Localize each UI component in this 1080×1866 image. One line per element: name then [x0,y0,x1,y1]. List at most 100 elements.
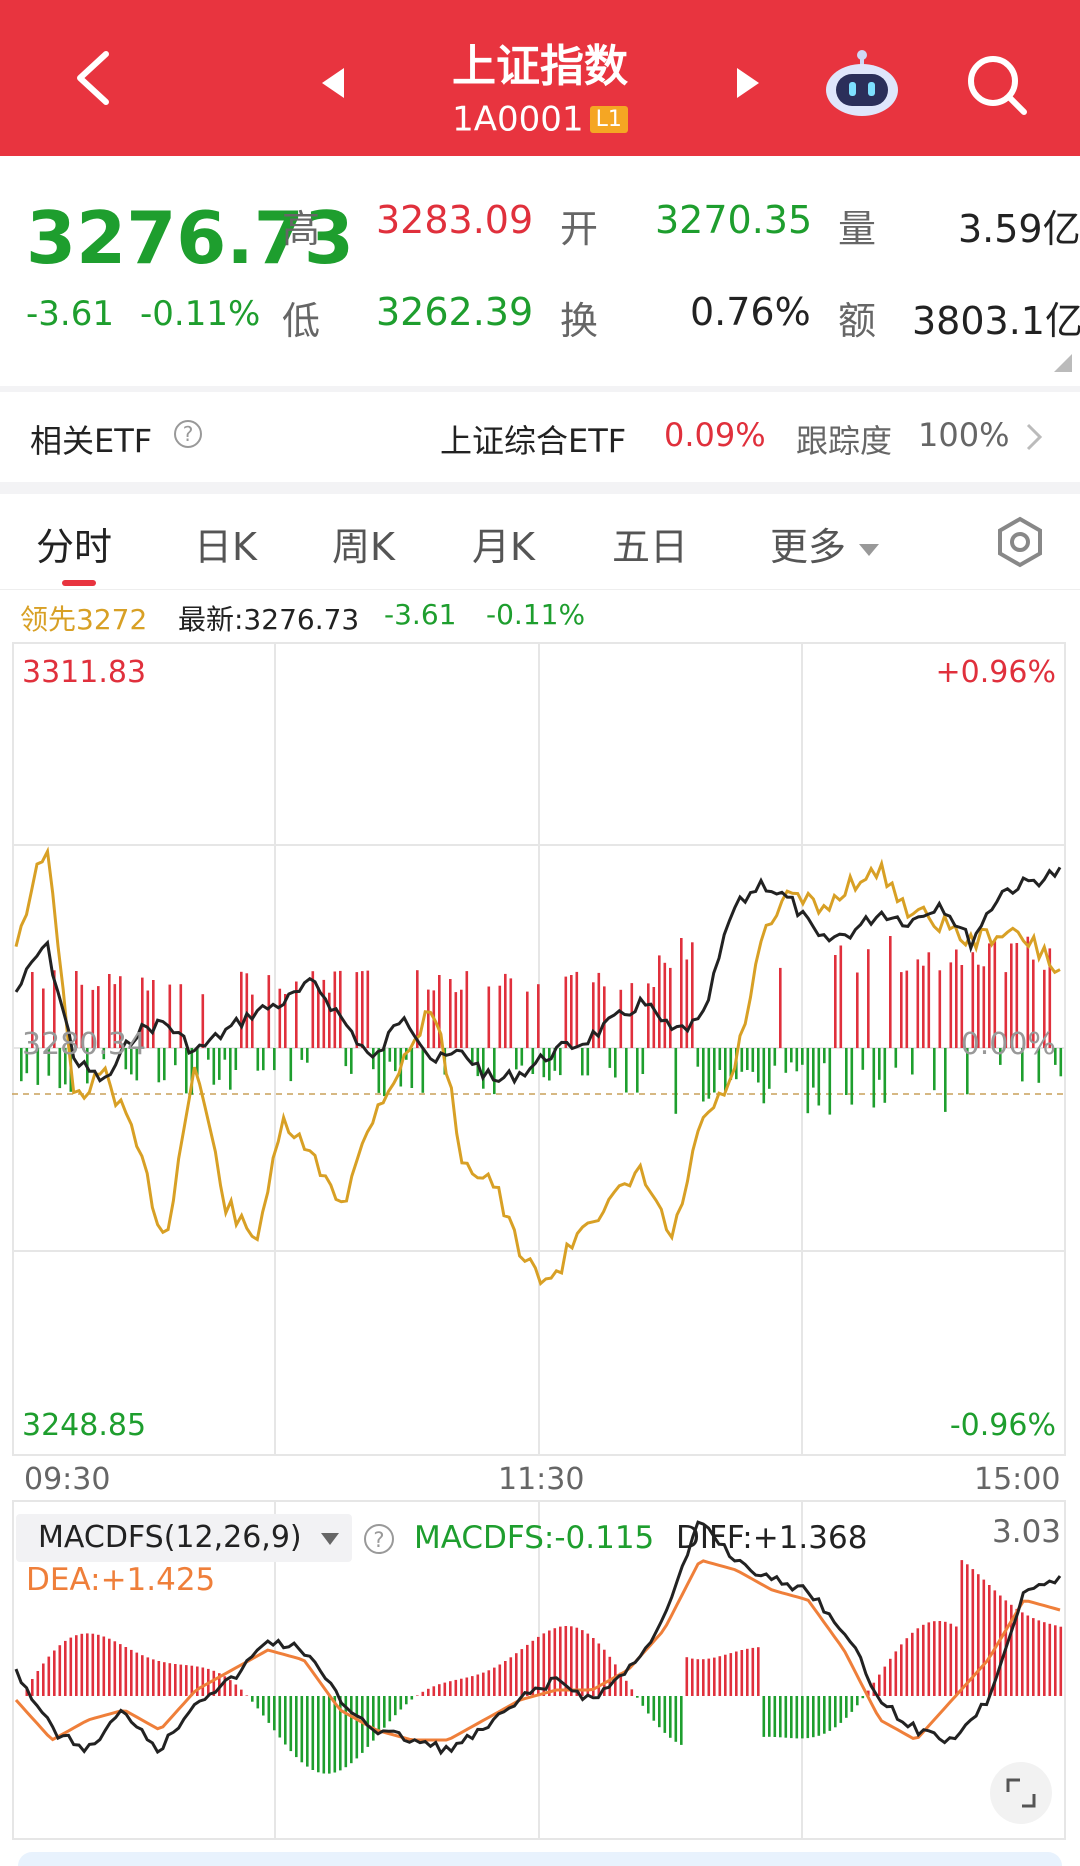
macd-bar [69,1637,73,1696]
macd-bar [630,1689,634,1696]
pct-max-label: +0.96% [936,655,1056,690]
macd-bar [625,1680,628,1696]
tab-monthly-k[interactable]: 月K [472,525,535,569]
macd-bar [454,1679,458,1696]
flow-bar [707,1048,711,1099]
macd-bar [295,1696,298,1758]
back-icon[interactable] [70,48,120,108]
macd-bar [564,1626,568,1696]
flow-bar [124,1048,128,1070]
amount-label: 额 [838,299,877,343]
flow-bar [641,1048,645,1074]
macd-bar [905,1638,909,1696]
indicator-selector[interactable]: MACDFS(12,26,9) [16,1514,352,1562]
flow-bar [592,982,595,1048]
latest-change: -3.61 [384,598,457,631]
flow-bar [905,970,909,1048]
flow-bar [157,1048,161,1083]
macd-bar [108,1638,111,1696]
next-stock-icon[interactable] [735,66,761,100]
macd-bar [784,1696,788,1738]
flow-bar [498,985,502,1048]
help-icon[interactable]: ? [362,1522,396,1556]
macd-bar [751,1647,755,1696]
macd-bar [823,1696,826,1734]
help-icon[interactable]: ? [172,418,204,450]
settings-icon[interactable] [994,516,1046,568]
macd-bar [196,1666,199,1696]
tab-daily-k[interactable]: 日K [194,525,257,569]
macd-bar [707,1658,711,1696]
tab-weekly-k[interactable]: 周K [332,525,395,569]
macd-bar [988,1585,991,1696]
flow-bar [344,1048,348,1067]
tab-intraday[interactable]: 分时 [36,525,113,569]
flow-bar [960,965,964,1048]
macd-bar [361,1696,364,1753]
divider [0,386,1080,392]
macd-bar [212,1670,216,1696]
tab-more-label: 更多 [770,525,847,569]
intraday-chart[interactable]: 3280.34 0.00% 3311.83 +0.96% 3248.85 -0.… [12,642,1066,1456]
low-label: 低 [282,299,321,343]
flow-bar [966,1048,969,1095]
flow-bar [471,1048,474,1063]
tab-five-day[interactable]: 五日 [612,525,689,569]
flow-bar [80,984,84,1048]
macd-bar [273,1696,276,1731]
macd-bar [592,1638,595,1696]
fullscreen-button[interactable] [990,1762,1052,1824]
time-label-end: 15:00 [974,1462,1061,1497]
open-label: 开 [560,207,599,251]
flow-bar [454,992,458,1048]
flow-bar [47,1048,51,1076]
tab-more[interactable]: 更多 [770,516,880,571]
pct-min-label: -0.96% [950,1408,1056,1443]
macd-bar [713,1657,716,1696]
macd-bar [36,1671,40,1696]
chart-grid [12,642,1066,1456]
macd-bar [256,1696,260,1709]
flow-bar [993,941,997,1048]
flow-bar [36,1048,40,1085]
flow-bar [75,971,78,1048]
prev-stock-icon[interactable] [320,66,346,100]
flow-bar [427,989,430,1048]
expand-corner-icon[interactable] [1054,354,1072,372]
flow-bar [812,1048,815,1088]
macd-bar [845,1696,848,1718]
macd-bar [377,1696,381,1735]
flow-bar [927,952,931,1048]
macd-bar [124,1647,128,1696]
flow-bar [806,1048,810,1114]
related-etf-row[interactable]: 相关ETF ? 上证综合ETF 0.09% 跟踪度 100% [0,392,1080,484]
flow-bar [889,936,892,1048]
robot-assistant-icon[interactable] [822,48,902,118]
flow-bar [564,976,568,1048]
flow-bar [762,1048,766,1104]
macd-bar [696,1659,700,1696]
flow-bar [300,1048,304,1060]
turnover-value: 0.76% [690,290,811,334]
macd-bar [520,1649,524,1696]
macd-bar [878,1674,881,1696]
macd-bar [399,1696,403,1710]
macd-chart[interactable] [12,1500,1066,1840]
search-icon[interactable] [962,50,1032,120]
diff-value: DIFF:+1.368 [676,1520,868,1556]
flow-bar [273,1048,276,1071]
macd-bar [971,1569,975,1696]
flow-bar [658,955,661,1048]
macd-bar [663,1696,667,1733]
chevron-right-icon[interactable] [1024,422,1044,452]
flow-bar [1059,1048,1063,1077]
flow-bar [449,979,452,1048]
macd-bar [856,1696,859,1706]
macd-bar [652,1696,656,1721]
macd-bar [53,1650,56,1696]
macd-bar [438,1684,441,1696]
flow-bar [339,970,342,1048]
macd-bar [889,1658,892,1696]
macd-bar [300,1696,304,1763]
macd-bar [493,1667,496,1696]
